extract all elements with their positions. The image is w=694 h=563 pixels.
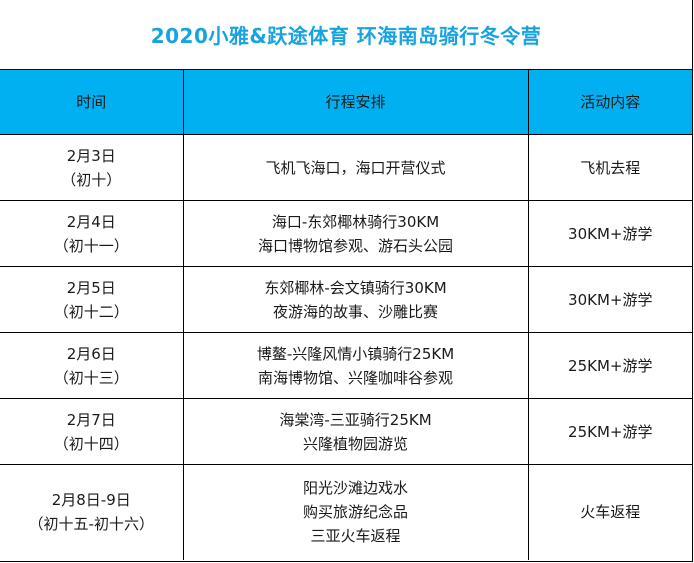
activity-cell: 25KM+游学 (528, 398, 692, 465)
itinerary-cell: 飞机飞海口，海口开营仪式 (183, 134, 529, 201)
table-row: 2月6日 （初十三） 博鳌-兴隆风情小镇骑行25KM 南海博物馆、兴隆咖啡谷参观… (0, 332, 692, 399)
date-text: 2月5日 (66, 278, 116, 297)
activity-cell: 30KM+游学 (528, 200, 692, 267)
header-row: 时间 行程安排 活动内容 (0, 70, 692, 135)
time-cell: 2月3日 （初十） (0, 134, 184, 201)
date-text: 2月4日 (66, 212, 116, 231)
table-row: 2月3日 （初十） 飞机飞海口，海口开营仪式 飞机去程 (0, 134, 692, 201)
itinerary-line: 阳光沙滩边戏水 (302, 479, 408, 498)
itinerary-cell: 东郊椰林-会文镇骑行30KM 夜游海的故事、沙雕比赛 (183, 266, 529, 333)
itinerary-line: 购买旅游纪念品 (302, 503, 408, 522)
time-cell: 2月7日 （初十四） (0, 398, 184, 465)
header-activity: 活动内容 (528, 70, 692, 135)
page-title: 2020小雅&跃途体育 环海南岛骑行冬令营 (0, 0, 692, 70)
date-text: 2月6日 (66, 344, 116, 363)
lunar-date-text: （初十五-初十六） (28, 515, 154, 534)
lunar-date-text: （初十三） (53, 368, 129, 387)
date-text: 2月7日 (66, 410, 116, 429)
itinerary-line: 兴隆植物园游览 (302, 434, 408, 453)
time-cell: 2月6日 （初十三） (0, 332, 184, 399)
time-cell: 2月8日-9日 （初十五-初十六） (0, 464, 184, 560)
header-itinerary: 行程安排 (183, 70, 529, 135)
lunar-date-text: （初十四） (53, 434, 129, 453)
schedule-table: 时间 行程安排 活动内容 2月3日 （初十） 飞机飞海口，海口开营仪式 飞机去程… (0, 70, 692, 560)
itinerary-cell: 海棠湾-三亚骑行25KM 兴隆植物园游览 (183, 398, 529, 465)
itinerary-cell: 阳光沙滩边戏水 购买旅游纪念品 三亚火车返程 (183, 464, 529, 560)
itinerary-line: 夜游海的故事、沙雕比赛 (272, 302, 438, 321)
table-row: 2月7日 （初十四） 海棠湾-三亚骑行25KM 兴隆植物园游览 25KM+游学 (0, 398, 692, 465)
itinerary-line: 南海博物馆、兴隆咖啡谷参观 (257, 368, 453, 387)
itinerary-cell: 海口-东郊椰林骑行30KM 海口博物馆参观、游石头公园 (183, 200, 529, 267)
itinerary-cell: 博鳌-兴隆风情小镇骑行25KM 南海博物馆、兴隆咖啡谷参观 (183, 332, 529, 399)
itinerary-line: 飞机飞海口，海口开营仪式 (265, 158, 446, 177)
itinerary-line: 博鳌-兴隆风情小镇骑行25KM (256, 344, 455, 363)
itinerary-line: 三亚火车返程 (310, 527, 401, 546)
table-row: 2月8日-9日 （初十五-初十六） 阳光沙滩边戏水 购买旅游纪念品 三亚火车返程… (0, 464, 692, 560)
time-cell: 2月5日 （初十二） (0, 266, 184, 333)
itinerary-line: 海口博物馆参观、游石头公园 (257, 236, 453, 255)
itinerary-line: 海棠湾-三亚骑行25KM (279, 410, 432, 429)
table-row: 2月4日 （初十一） 海口-东郊椰林骑行30KM 海口博物馆参观、游石头公园 3… (0, 200, 692, 267)
date-text: 2月8日-9日 (51, 491, 131, 510)
itinerary-line: 海口-东郊椰林骑行30KM (271, 212, 440, 231)
activity-cell: 火车返程 (528, 464, 692, 560)
lunar-date-text: （初十二） (53, 302, 129, 321)
header-time: 时间 (0, 70, 184, 135)
time-cell: 2月4日 （初十一） (0, 200, 184, 267)
activity-cell: 飞机去程 (528, 134, 692, 201)
table-row: 2月5日 （初十二） 东郊椰林-会文镇骑行30KM 夜游海的故事、沙雕比赛 30… (0, 266, 692, 333)
activity-cell: 25KM+游学 (528, 332, 692, 399)
lunar-date-text: （初十一） (53, 236, 129, 255)
activity-cell: 30KM+游学 (528, 266, 692, 333)
lunar-date-text: （初十） (61, 170, 122, 189)
date-text: 2月3日 (66, 146, 116, 165)
itinerary-line: 东郊椰林-会文镇骑行30KM (264, 278, 447, 297)
